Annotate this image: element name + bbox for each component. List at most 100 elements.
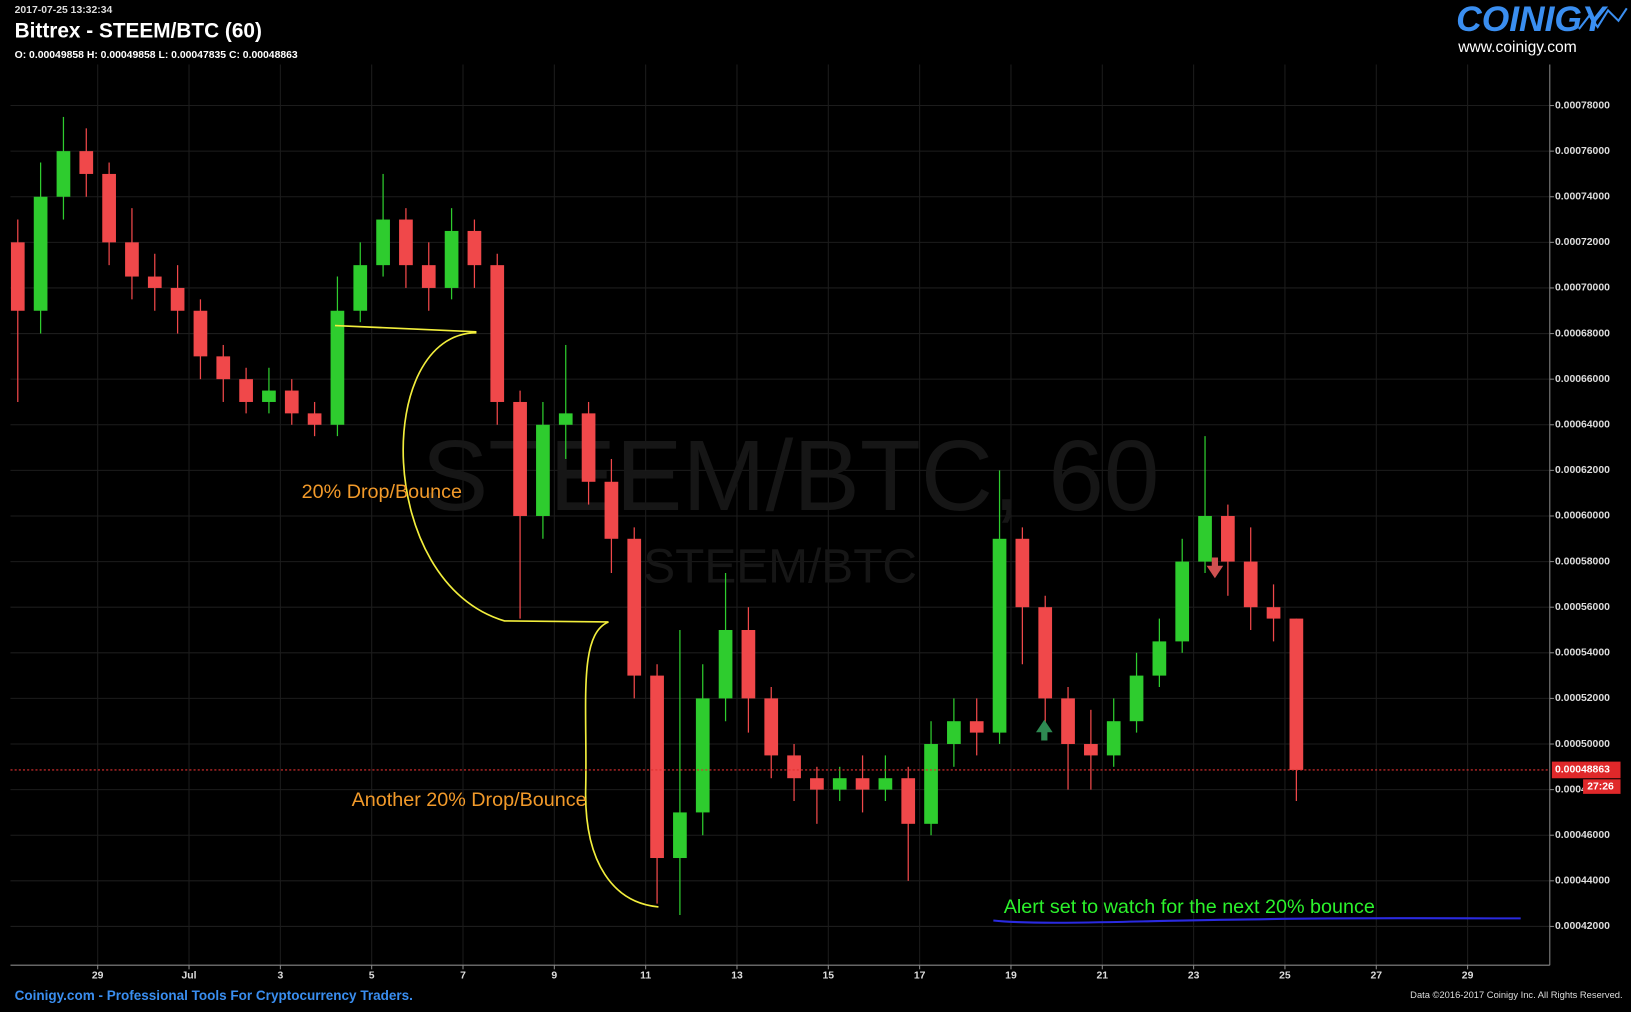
candle-body bbox=[604, 481, 619, 539]
candle-body bbox=[901, 778, 916, 824]
candle-body bbox=[330, 310, 345, 425]
watermark: STEEM/BTC, 60 bbox=[422, 421, 1160, 532]
x-tick-label: 11 bbox=[640, 970, 651, 981]
footer-left: Coinigy.com - Professional Tools For Cry… bbox=[15, 988, 413, 1003]
x-tick-label: 5 bbox=[369, 970, 375, 981]
y-tick-label: 0.00070000 bbox=[1555, 283, 1610, 294]
candle-body bbox=[1038, 607, 1053, 699]
ohlc: O: 0.00049858 H: 0.00049858 L: 0.0004783… bbox=[15, 50, 298, 61]
y-tick-label: 0.00046000 bbox=[1555, 830, 1610, 841]
x-tick-label: 29 bbox=[92, 970, 104, 981]
candle-body bbox=[170, 287, 185, 311]
candle-body bbox=[924, 744, 938, 824]
x-tick-label: Jul bbox=[182, 970, 197, 981]
y-tick-label: 0.00074000 bbox=[1555, 191, 1610, 202]
candle-body bbox=[1243, 561, 1258, 608]
timer-tag bbox=[1583, 779, 1621, 794]
x-tick-label: 21 bbox=[1097, 970, 1109, 981]
x-tick-label: 9 bbox=[551, 970, 557, 981]
candles bbox=[10, 116, 1304, 916]
candle-body bbox=[1152, 641, 1167, 676]
candle-body bbox=[536, 424, 550, 516]
candle-body bbox=[307, 413, 322, 425]
footer-right: Data ©2016-2017 Coinigy Inc. All Rights … bbox=[1410, 990, 1622, 1000]
y-tick-label: 0.00054000 bbox=[1555, 648, 1610, 659]
y-tick-label: 0.00056000 bbox=[1555, 602, 1610, 613]
sell-arrow bbox=[1206, 557, 1224, 579]
candle-body bbox=[102, 173, 116, 243]
candle-body bbox=[421, 265, 436, 288]
candle-body bbox=[1084, 744, 1098, 756]
candle-body bbox=[1289, 618, 1304, 770]
candle-body bbox=[262, 390, 276, 402]
candle-body bbox=[764, 698, 779, 756]
y-tick-label: 0.00064000 bbox=[1555, 420, 1610, 431]
y-tick-label: 0.00048000 bbox=[1555, 784, 1610, 795]
logo: COINIGY bbox=[1456, 0, 1609, 39]
y-tick-label: 0.00042000 bbox=[1555, 921, 1610, 932]
annotation: Another 20% Drop/Bounce bbox=[352, 789, 587, 811]
candle-body bbox=[1129, 675, 1144, 722]
alert-line bbox=[993, 917, 1521, 924]
y-tick-label: 0.00058000 bbox=[1555, 556, 1610, 567]
chart-title: Bittrex - STEEM/BTC (60) bbox=[15, 20, 262, 43]
candle-body bbox=[239, 379, 253, 402]
x-tick-label: 3 bbox=[277, 970, 283, 981]
x-tick-label: 7 bbox=[460, 970, 466, 981]
candle-body bbox=[1221, 515, 1235, 562]
price-label: 0.00048863 bbox=[1555, 765, 1610, 776]
annotation-curve bbox=[334, 324, 659, 908]
candle-body bbox=[1061, 698, 1075, 745]
candle-body bbox=[969, 721, 984, 733]
candle-body bbox=[1266, 607, 1281, 619]
axes: 29 Jul 3 5 7 9 11 13 15 17 19 21 23 25 27 29 0.00042000 0… bbox=[10, 64, 1621, 981]
x-tick-label: 15 bbox=[823, 970, 835, 981]
candle-body bbox=[79, 151, 94, 174]
logo-url: www.coinigy.com bbox=[1457, 39, 1576, 56]
candle-body bbox=[1106, 721, 1121, 756]
y-tick-label: 0.00068000 bbox=[1555, 328, 1610, 339]
candle-body bbox=[650, 675, 664, 859]
annotation: 20% Drop/Bounce bbox=[302, 481, 462, 503]
candle-body bbox=[855, 778, 870, 790]
x-tick-label: 27 bbox=[1370, 970, 1382, 981]
x-tick-label: 25 bbox=[1279, 970, 1291, 981]
candle-body bbox=[832, 778, 847, 790]
y-tick-label: 0.00072000 bbox=[1555, 237, 1610, 248]
candle-body bbox=[284, 390, 299, 414]
candle-body bbox=[787, 755, 801, 779]
candle-body bbox=[673, 812, 687, 859]
candle-body bbox=[558, 413, 573, 425]
watermark-sub: STEEM/BTC bbox=[643, 541, 917, 594]
candle-body bbox=[490, 265, 505, 402]
candle-body bbox=[193, 310, 208, 357]
grid bbox=[10, 64, 1550, 966]
candle-body bbox=[695, 698, 710, 813]
logo-mark bbox=[1578, 7, 1628, 30]
candle-body bbox=[878, 778, 893, 790]
candle-body bbox=[627, 538, 642, 676]
y-tick-label: 0.00062000 bbox=[1555, 465, 1610, 476]
y-tick-label: 0.00050000 bbox=[1555, 739, 1610, 750]
candle-body bbox=[947, 721, 961, 745]
candle-body bbox=[581, 413, 596, 482]
price-tag bbox=[1551, 761, 1621, 779]
x-tick-label: 13 bbox=[731, 970, 743, 981]
candle-body bbox=[10, 242, 25, 311]
annotation: Alert set to watch for the next 20% boun… bbox=[1004, 896, 1375, 918]
candle-body bbox=[33, 196, 48, 311]
x-tick-label: 29 bbox=[1462, 970, 1474, 981]
buy-arrow bbox=[1035, 719, 1053, 741]
candle-body bbox=[125, 242, 139, 277]
candle-body bbox=[741, 629, 756, 699]
y-tick-label: 0.00044000 bbox=[1555, 876, 1610, 887]
candle-body bbox=[444, 230, 459, 288]
candle-body bbox=[216, 356, 231, 380]
candle-body bbox=[992, 538, 1007, 733]
candle-body bbox=[56, 151, 71, 197]
timer-label: 27:26 bbox=[1587, 781, 1614, 792]
candle-body bbox=[1015, 538, 1030, 608]
timestamp: 2017-07-25 13:32:34 bbox=[15, 5, 113, 16]
candle-body bbox=[147, 276, 162, 288]
